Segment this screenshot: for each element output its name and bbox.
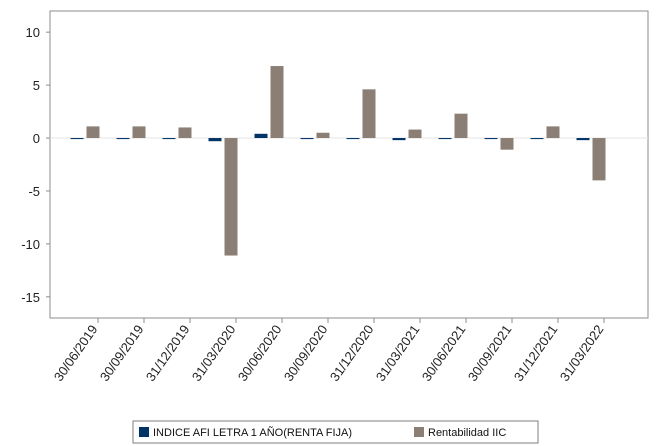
bar-rentabilidad-6 <box>362 89 376 139</box>
y-tick-label: 0 <box>33 131 40 146</box>
bar-indice-4 <box>254 133 268 139</box>
bar-indice-10 <box>530 138 544 140</box>
y-tick-label: -5 <box>28 184 40 199</box>
bar-indice-7 <box>392 138 406 141</box>
bar-indice-11 <box>576 138 590 141</box>
y-tick-label: 10 <box>26 25 40 40</box>
x-tick-label: 30/09/2020 <box>281 322 331 384</box>
bar-rentabilidad-5 <box>316 132 330 139</box>
x-axis: 30/06/201930/09/201931/12/201931/03/2020… <box>51 318 607 384</box>
legend-box <box>132 420 539 444</box>
legend-swatch-rentabilidad <box>414 427 424 437</box>
legend-swatch-indice <box>139 427 149 437</box>
bar-indice-8 <box>438 138 452 140</box>
bar-indice-1 <box>116 138 130 140</box>
bars <box>70 66 606 256</box>
bar-indice-0 <box>70 138 84 140</box>
x-tick-label: 30/06/2020 <box>235 322 285 384</box>
bar-rentabilidad-11 <box>592 138 606 181</box>
bar-rentabilidad-3 <box>224 138 238 256</box>
bar-rentabilidad-0 <box>86 126 100 139</box>
bar-indice-3 <box>208 138 222 142</box>
bar-rentabilidad-8 <box>454 113 468 139</box>
x-tick-label: 31/03/2021 <box>373 322 423 384</box>
y-axis: 10 5 0 -5 -10 -15 <box>21 25 50 305</box>
bar-indice-6 <box>346 138 360 140</box>
legend: INDICE AFI LETRA 1 AÑO(RENTA FIJA) Renta… <box>132 420 539 444</box>
x-tick-label: 30/06/2021 <box>419 322 469 384</box>
y-tick-label: 5 <box>33 78 40 93</box>
x-tick-label: 31/03/2020 <box>189 322 239 384</box>
legend-label-indice: INDICE AFI LETRA 1 AÑO(RENTA FIJA) <box>153 426 352 439</box>
x-tick-label: 30/06/2019 <box>51 322 101 384</box>
y-tick-label: -15 <box>21 290 40 305</box>
bar-rentabilidad-4 <box>270 66 284 139</box>
bar-indice-5 <box>300 138 314 140</box>
legend-label-rentabilidad: Rentabilidad IIC <box>428 427 506 439</box>
x-tick-label: 31/03/2022 <box>557 322 607 384</box>
x-tick-label: 30/09/2021 <box>465 322 515 384</box>
bar-rentabilidad-2 <box>178 127 192 139</box>
x-tick-label: 31/12/2020 <box>327 322 377 384</box>
plot-area <box>49 10 649 319</box>
x-tick-label: 31/12/2021 <box>511 322 561 384</box>
bar-rentabilidad-9 <box>500 138 514 150</box>
bar-indice-2 <box>162 138 176 140</box>
bar-rentabilidad-7 <box>408 129 422 139</box>
y-tick-label: -10 <box>21 237 40 252</box>
bar-indice-9 <box>484 138 498 140</box>
bar-rentabilidad-1 <box>132 126 146 139</box>
x-tick-label: 30/09/2019 <box>97 322 147 384</box>
bar-rentabilidad-10 <box>546 126 560 139</box>
x-tick-label: 31/12/2019 <box>143 322 193 384</box>
